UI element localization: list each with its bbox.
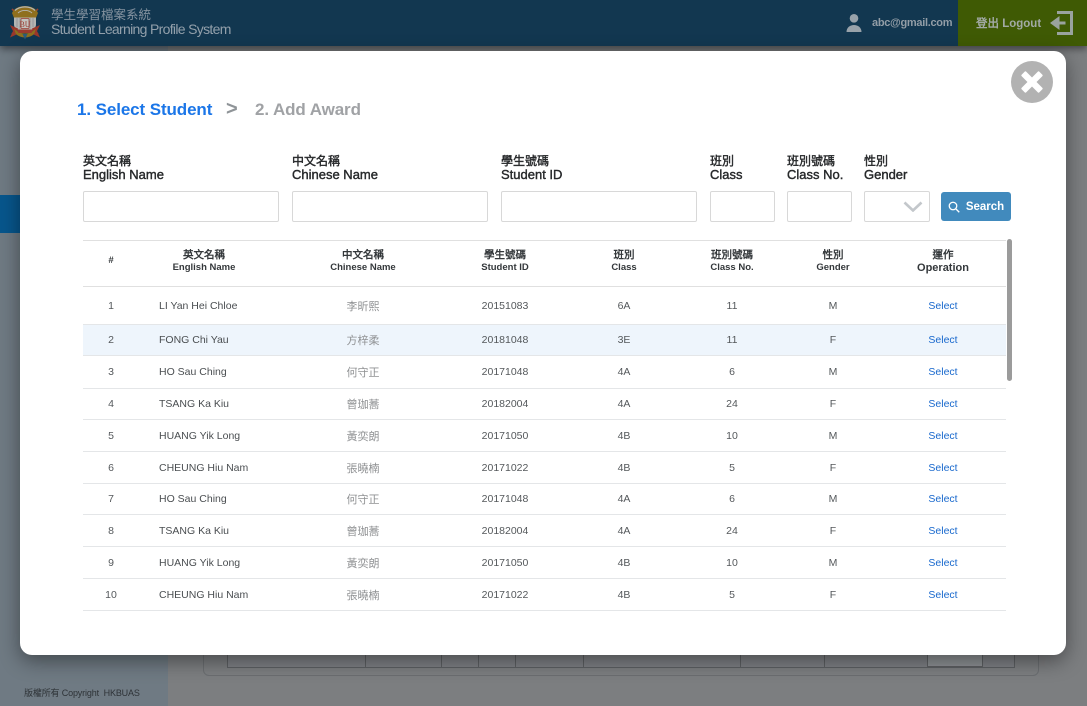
svg-text:BU: BU	[19, 20, 30, 29]
